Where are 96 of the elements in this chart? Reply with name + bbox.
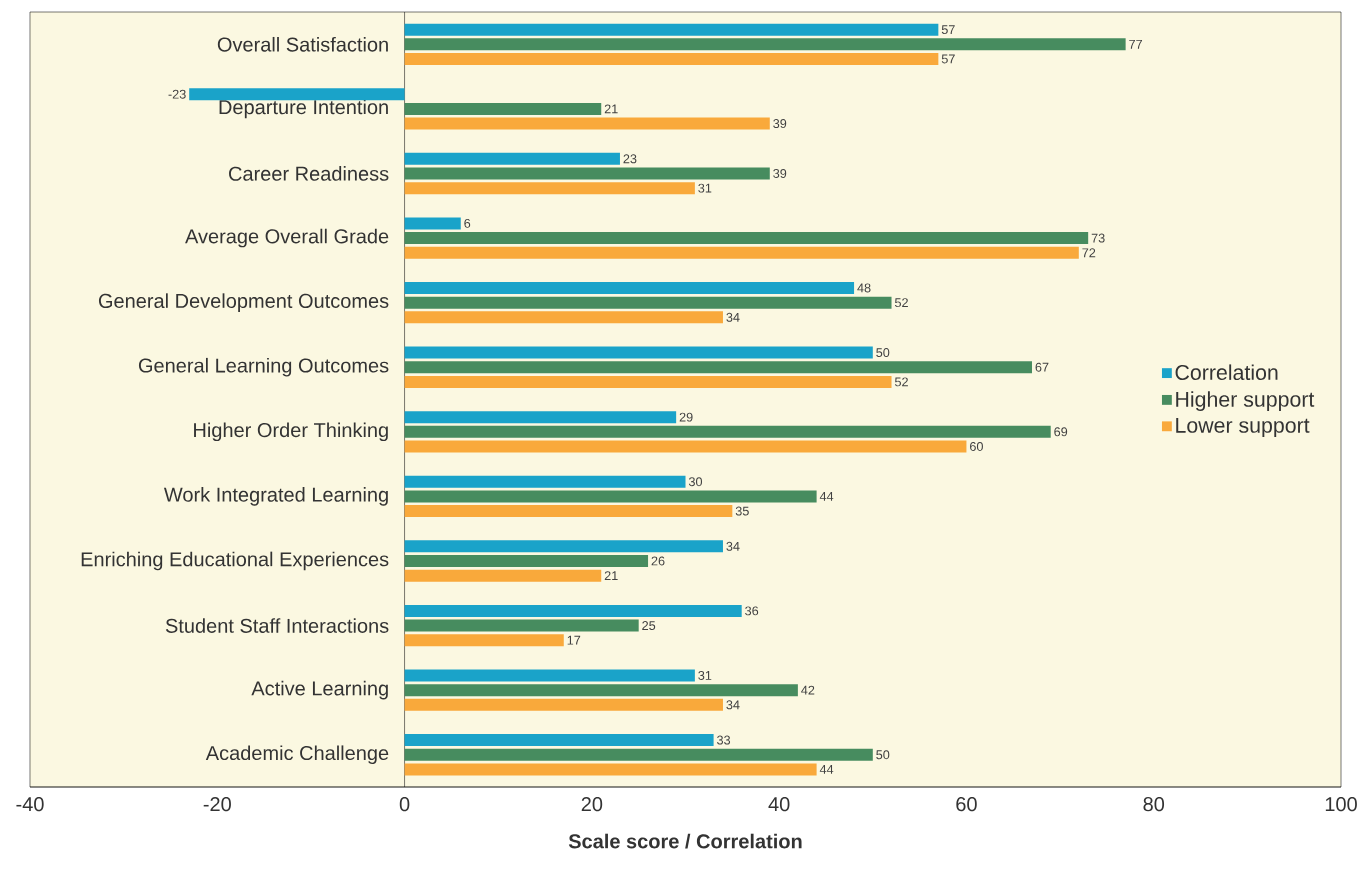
- bar: [404, 669, 695, 682]
- x-tick-label: -20: [203, 797, 231, 812]
- data-label: 26: [651, 556, 665, 566]
- data-label: 23: [623, 154, 637, 164]
- data-label: 35: [735, 506, 749, 516]
- y-tick-label: Work Integrated Learning: [163, 487, 388, 506]
- bar: [404, 540, 723, 553]
- y-tick-label: Overall Satisfaction: [217, 36, 388, 52]
- x-tick-label: 80: [1143, 797, 1165, 812]
- bar: [404, 411, 677, 424]
- data-label: 50: [876, 750, 890, 760]
- bar: [404, 698, 723, 711]
- data-label: 69: [1054, 427, 1068, 437]
- data-label: 25: [642, 621, 656, 631]
- bar: [404, 296, 892, 309]
- data-label: 17: [567, 635, 581, 645]
- bar: [404, 361, 1032, 374]
- y-tick-label: Average Overall Grade: [185, 228, 389, 248]
- data-label: 67: [1035, 362, 1049, 372]
- data-label: 44: [819, 765, 834, 774]
- data-label: 39: [773, 168, 787, 178]
- y-tick-label: Higher Order Thinking: [194, 422, 388, 442]
- data-label: 34: [726, 541, 740, 551]
- data-label: 34: [726, 312, 740, 322]
- data-label: 57: [941, 25, 955, 35]
- y-tick-label: Active Learning: [251, 680, 388, 700]
- y-tick-label: Academic Challenge: [205, 745, 389, 765]
- data-label: 21: [604, 571, 618, 581]
- bar: [404, 440, 967, 453]
- bar: [404, 763, 817, 776]
- data-label: 72: [1082, 248, 1096, 258]
- x-tick-label: 0: [399, 797, 410, 812]
- x-tick-label: -40: [16, 797, 44, 812]
- bar: [404, 346, 873, 359]
- y-tick-label: Enriching Educational Experiences: [81, 551, 389, 571]
- bar: [404, 619, 639, 632]
- bar: [404, 311, 723, 324]
- bar: [404, 281, 855, 294]
- data-label: 52: [894, 377, 908, 387]
- bar: [404, 232, 1089, 245]
- y-tick-label: Career Readiness: [229, 166, 389, 181]
- bar: [404, 490, 817, 503]
- bar: [404, 182, 695, 195]
- data-label: 36: [745, 606, 759, 616]
- data-label: 39: [773, 119, 787, 129]
- data-label: 33: [717, 735, 731, 745]
- bar: [404, 117, 770, 130]
- bar: [189, 88, 405, 101]
- bar: [404, 217, 461, 230]
- bar: [404, 167, 770, 180]
- legend-label: Correlation: [1175, 364, 1278, 381]
- data-label: 21: [604, 104, 618, 114]
- data-label: 52: [894, 298, 908, 308]
- x-axis-title: Scale score / Correlation: [568, 833, 802, 849]
- bar: [404, 246, 1079, 259]
- bar: [404, 604, 742, 617]
- bar: [404, 23, 939, 36]
- y-tick-label: General Learning Outcomes: [138, 357, 389, 377]
- data-label: 31: [698, 183, 712, 193]
- data-label: 34: [726, 700, 740, 710]
- legend-label: Lower support: [1176, 417, 1310, 438]
- data-label: 44: [819, 492, 834, 501]
- data-label: 6: [464, 218, 471, 228]
- data-label: 48: [857, 283, 871, 293]
- bar: [404, 684, 798, 697]
- bar: [404, 634, 564, 647]
- data-label: 50: [876, 348, 890, 358]
- data-label: -23: [168, 89, 186, 99]
- bar: [404, 554, 649, 567]
- data-label: 57: [941, 54, 955, 64]
- legend-label: Higher support: [1176, 391, 1315, 412]
- bar: [404, 52, 939, 65]
- y-tick-label: General Development Outcomes: [98, 293, 389, 312]
- bar: [404, 38, 1126, 51]
- data-label: 29: [679, 412, 693, 422]
- y-tick-label: Departure Intention: [219, 99, 388, 119]
- data-label: 77: [1129, 39, 1143, 49]
- x-tick-label: 100: [1325, 797, 1357, 812]
- data-label: 30: [688, 477, 703, 487]
- data-label: 60: [970, 441, 983, 451]
- x-tick-label: 60: [956, 797, 977, 812]
- x-tick-label: 20: [581, 797, 603, 812]
- bar: [404, 734, 714, 747]
- bar: [404, 375, 892, 388]
- bar: [404, 152, 620, 165]
- data-label: 73: [1091, 233, 1105, 243]
- bar: [404, 102, 602, 115]
- bar: [404, 748, 873, 761]
- bar: [404, 569, 602, 582]
- bar: [404, 475, 686, 488]
- bar: [404, 505, 733, 518]
- data-label: 42: [801, 685, 815, 695]
- bar: [404, 425, 1051, 438]
- data-label: 31: [698, 670, 712, 680]
- x-tick-label: 40: [768, 797, 790, 812]
- y-tick-label: Student Staff Interactions: [165, 618, 389, 633]
